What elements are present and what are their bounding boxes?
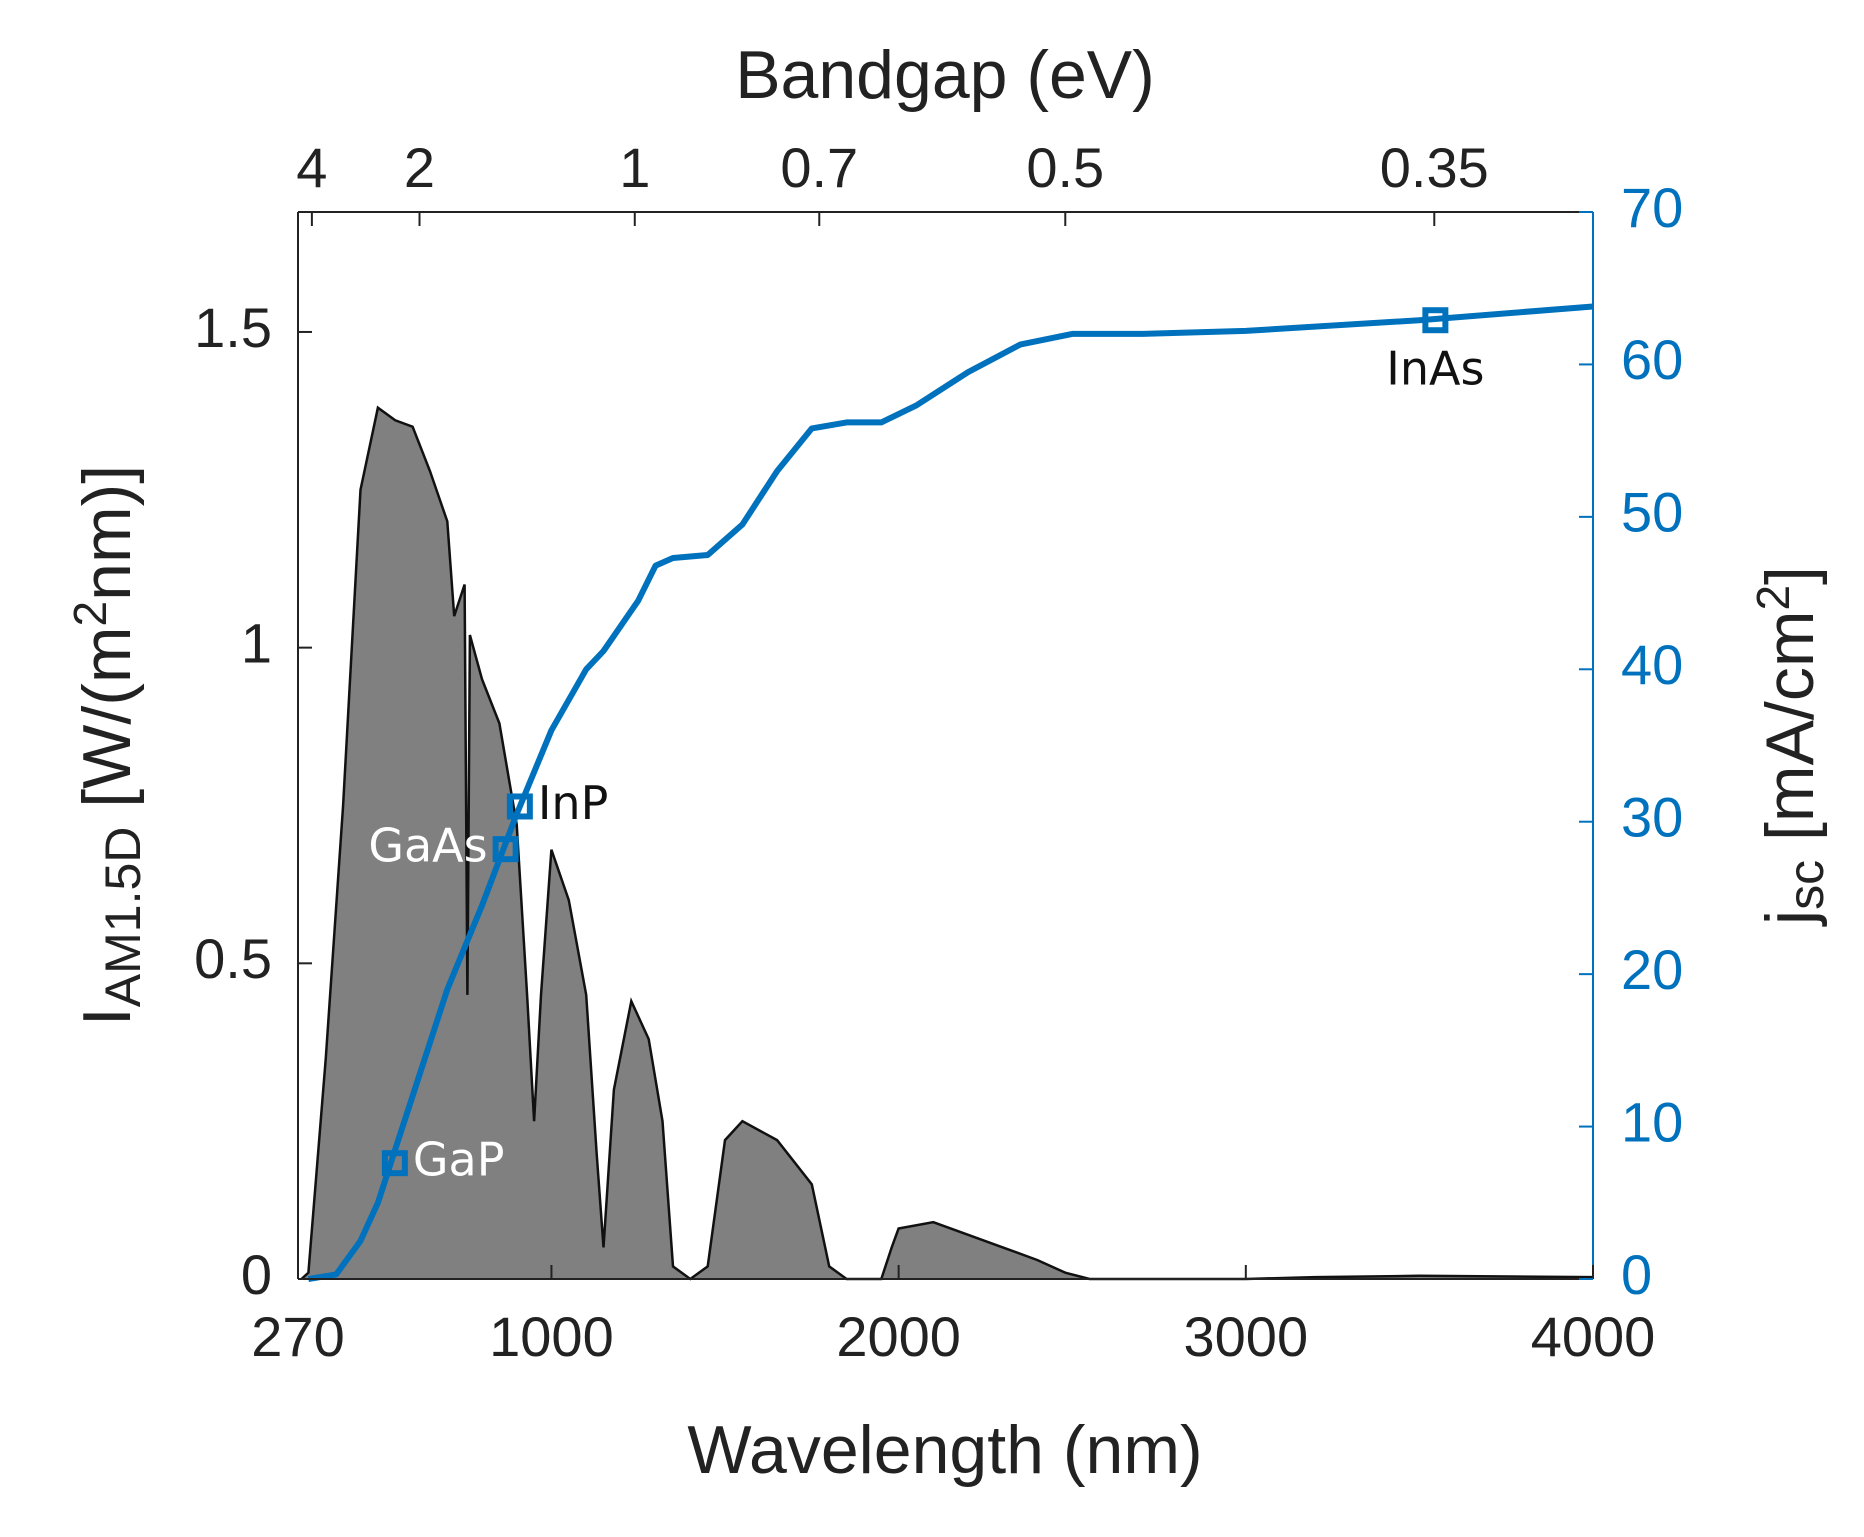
axis-title-part: 2 bbox=[64, 601, 116, 627]
material-marker bbox=[492, 836, 519, 863]
material-marker bbox=[506, 793, 533, 820]
top-tick-label: 0.5 bbox=[1026, 136, 1104, 199]
top-tick-label: 0.35 bbox=[1380, 136, 1489, 199]
material-label: GaP bbox=[413, 1133, 505, 1187]
x-axis-title: Wavelength (nm) bbox=[687, 1412, 1202, 1488]
top-tick-label: 0.7 bbox=[780, 136, 858, 199]
axis-title-part: AM1.5D bbox=[95, 827, 151, 1008]
y-tick-label: 0 bbox=[241, 1243, 272, 1306]
y2-tick-label: 60 bbox=[1621, 328, 1683, 391]
x-tick-label: 4000 bbox=[1531, 1305, 1656, 1368]
material-marker bbox=[1422, 307, 1449, 334]
y2-axis-title: jsc [mA/cm2] bbox=[1747, 566, 1834, 927]
y2-tick-label: 0 bbox=[1621, 1243, 1652, 1306]
top-tick-label: 1 bbox=[619, 136, 650, 199]
y-tick-label: 1.5 bbox=[194, 296, 272, 359]
y2-tick-label: 40 bbox=[1621, 633, 1683, 696]
y2-tick-label: 50 bbox=[1621, 481, 1683, 544]
y2-tick-label: 70 bbox=[1621, 176, 1683, 239]
axis-title-part: [W/(m bbox=[69, 626, 145, 826]
x-tick-label: 2000 bbox=[836, 1305, 961, 1368]
top-axis-title: Bandgap (eV) bbox=[735, 37, 1155, 113]
y2-tick-label: 30 bbox=[1621, 786, 1683, 849]
axis-title-part: [mA/cm bbox=[1752, 611, 1828, 860]
material-marker bbox=[381, 1150, 408, 1177]
axis-title-part: sc bbox=[1778, 860, 1834, 910]
material-label: GaAs bbox=[368, 819, 487, 873]
x-tick-label: 3000 bbox=[1184, 1305, 1309, 1368]
y-axis-title: IAM1.5D [W/(m2nm)] bbox=[64, 465, 151, 1026]
spectrum-edge bbox=[300, 405, 1594, 1281]
y2-tick-label: 10 bbox=[1621, 1090, 1683, 1153]
axis-title-part: ] bbox=[1752, 566, 1828, 585]
y2-tick-label: 20 bbox=[1621, 938, 1683, 1001]
axis-title-part: 2 bbox=[1747, 585, 1799, 611]
spectrum-area bbox=[301, 407, 1593, 1279]
x-tick-label: 270 bbox=[251, 1305, 344, 1368]
axis-title-part: j bbox=[1752, 910, 1828, 927]
top-tick-label: 2 bbox=[404, 136, 435, 199]
x-tick-label: 1000 bbox=[489, 1305, 614, 1368]
jsc-line bbox=[307, 303, 1594, 1282]
material-label: InAs bbox=[1386, 342, 1484, 396]
y-tick-label: 0.5 bbox=[194, 927, 272, 990]
top-tick-label: 4 bbox=[296, 136, 327, 199]
y-tick-label: 1 bbox=[241, 611, 272, 674]
axis-title-part: I bbox=[69, 1007, 145, 1026]
axis-title-part: nm)] bbox=[69, 465, 145, 601]
material-label: InP bbox=[538, 776, 608, 830]
